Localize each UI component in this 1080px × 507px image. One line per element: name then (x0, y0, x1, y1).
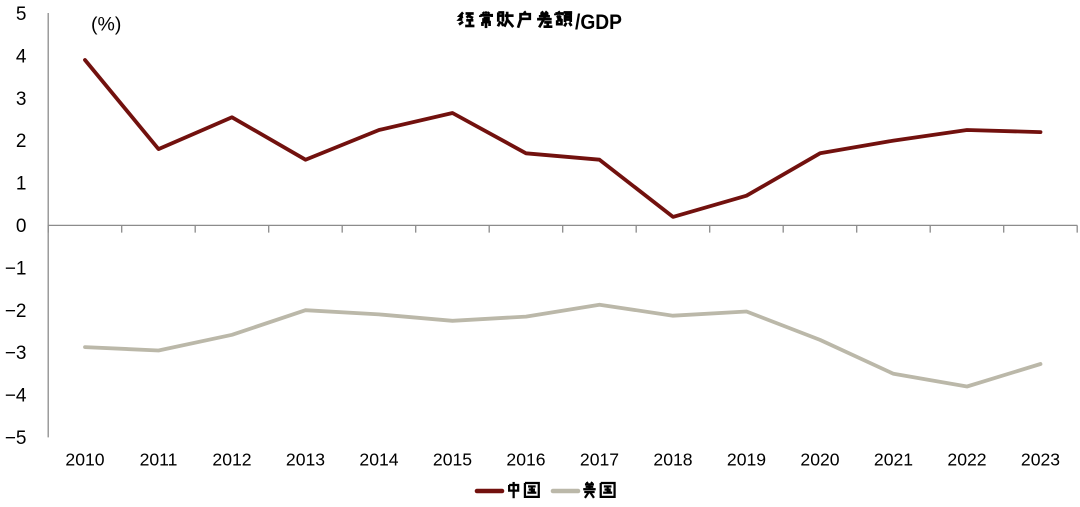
svg-text:2020: 2020 (800, 450, 839, 470)
svg-text:2016: 2016 (506, 450, 545, 470)
svg-text:2021: 2021 (874, 450, 913, 470)
svg-text:−5: −5 (5, 428, 27, 449)
svg-text:(%): (%) (91, 14, 121, 36)
svg-text:3: 3 (16, 89, 27, 110)
svg-text:2017: 2017 (580, 450, 619, 470)
svg-text:2014: 2014 (359, 450, 398, 470)
svg-text:2010: 2010 (65, 450, 104, 470)
svg-text:2023: 2023 (1021, 450, 1060, 470)
svg-text:−3: −3 (5, 343, 27, 364)
svg-text:2013: 2013 (286, 450, 325, 470)
svg-text:2011: 2011 (140, 450, 178, 470)
svg-text:1: 1 (16, 174, 27, 195)
svg-text:5: 5 (16, 4, 27, 25)
svg-text:2018: 2018 (653, 450, 692, 470)
svg-text:0: 0 (16, 216, 27, 237)
svg-text:2012: 2012 (212, 450, 251, 470)
svg-text:2022: 2022 (947, 450, 986, 470)
svg-text:−1: −1 (5, 258, 27, 279)
svg-text:−2: −2 (5, 301, 27, 322)
svg-text:/GDP: /GDP (575, 10, 622, 34)
svg-text:2: 2 (16, 131, 27, 152)
svg-text:2015: 2015 (433, 450, 472, 470)
svg-text:−4: −4 (5, 386, 27, 407)
svg-text:4: 4 (16, 46, 27, 67)
svg-text:2019: 2019 (727, 450, 766, 470)
